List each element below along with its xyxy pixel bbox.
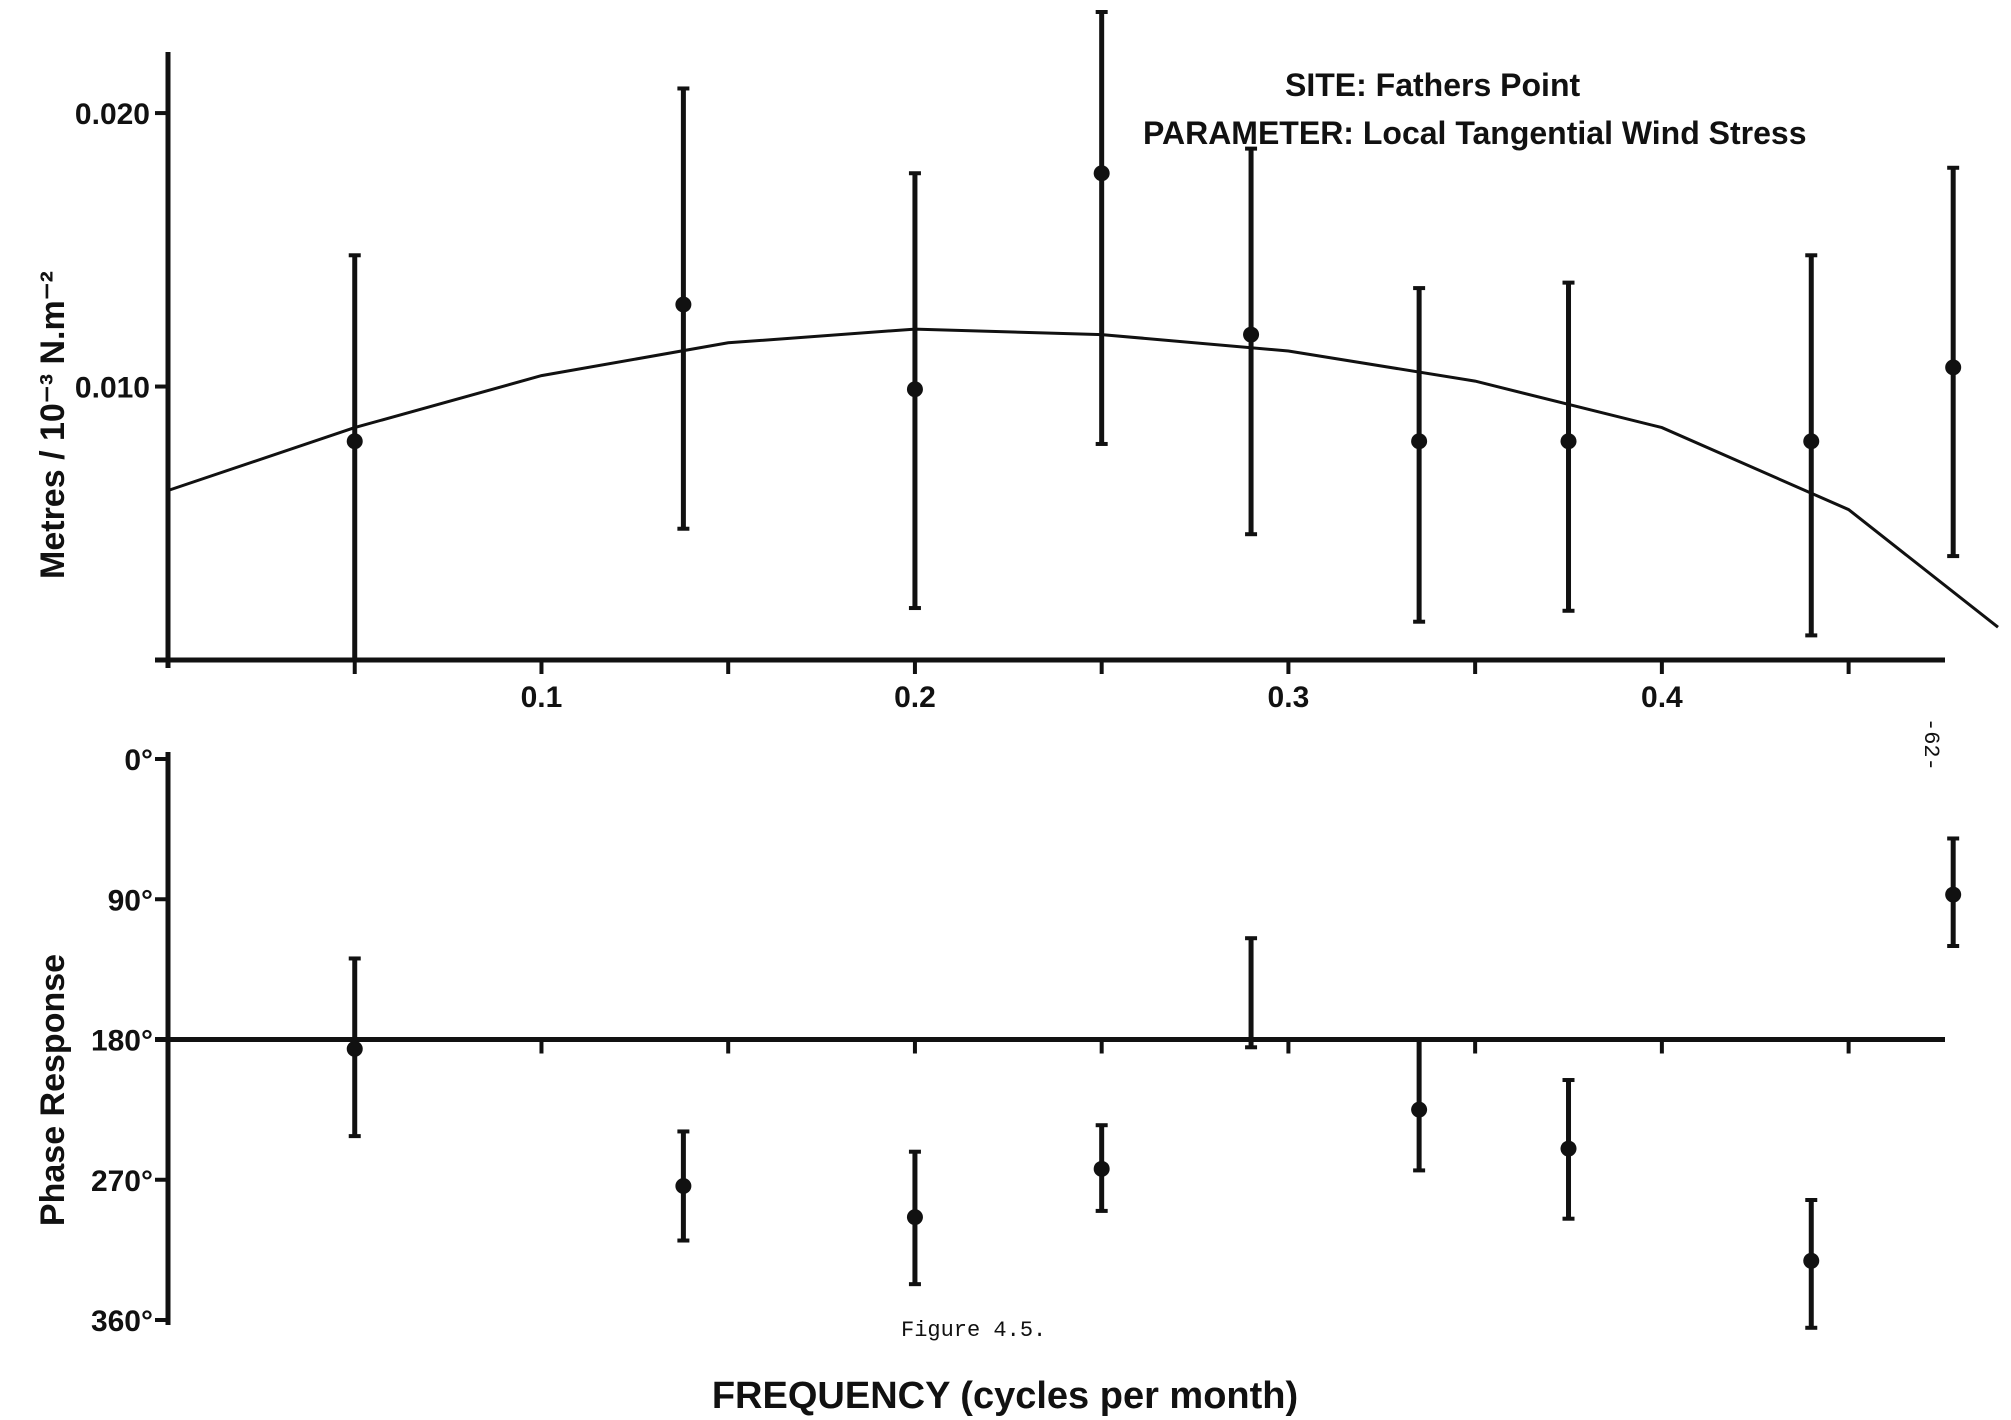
phase-point [1803, 1198, 1820, 1330]
amplitude-marker [1093, 165, 1110, 182]
phase-marker [1093, 1160, 1110, 1177]
amplitude-point [1411, 286, 1428, 624]
phase-marker [906, 1209, 923, 1226]
amplitude-point [1560, 280, 1577, 613]
phase-y-tick-label: 90° [108, 884, 153, 917]
phase-y-tick-label: 360° [91, 1305, 153, 1338]
amplitude-x-tick-label: 0.3 [1268, 681, 1310, 714]
phase-axes: 0° 90° 180° 270° 360° [91, 744, 1945, 1338]
phase-panel: 0° 90° 180° 270° 360° Phase Response [34, 744, 1962, 1338]
amplitude-point [1945, 165, 1962, 559]
amplitude-axes: 0.010 0.020 0.1 0.2 0.3 0.4 [75, 52, 1945, 714]
phase-point [1411, 1037, 1428, 1173]
x-axis-label: FREQUENCY (cycles per month) [712, 1375, 1298, 1417]
phase-data-points [346, 836, 1962, 1330]
amplitude-fit-line [167, 327, 1999, 629]
amplitude-point [906, 171, 923, 611]
amplitude-point [1803, 253, 1820, 638]
amplitude-x-tick-label: 0.4 [1641, 681, 1683, 714]
amplitude-marker [1945, 359, 1962, 376]
phase-marker [675, 1177, 692, 1194]
amplitude-data-points [346, 10, 1962, 662]
phase-point [1945, 836, 1962, 948]
amplitude-fitted-curve [167, 327, 1999, 629]
amplitude-panel: 0.010 0.020 0.1 0.2 0.3 0.4 Metres / 10⁻³ N.m… [34, 10, 1999, 714]
phase-marker [1560, 1140, 1577, 1157]
amplitude-point [346, 253, 363, 662]
page-number: -62- [1918, 718, 1943, 771]
phase-y-axis-label: Phase Response [34, 954, 72, 1226]
phase-y-tick-label: 0° [124, 744, 153, 777]
phase-point [1245, 936, 1258, 1050]
site-annotation: SITE: Fathers Point [1285, 67, 1580, 103]
phase-y-tick-label: 180° [91, 1025, 153, 1058]
amplitude-y-axis-label: Metres / 10⁻³ N.m⁻² [34, 271, 72, 579]
amplitude-x-tick-label: 0.1 [521, 681, 563, 714]
amplitude-marker [1411, 433, 1428, 450]
amplitude-x-tick-label: 0.2 [894, 681, 936, 714]
phase-y-tick-label: 270° [91, 1165, 153, 1198]
amplitude-marker [906, 381, 923, 398]
phase-marker [1945, 886, 1962, 903]
phase-point [1560, 1078, 1577, 1221]
phase-point [1093, 1123, 1110, 1213]
amplitude-point [675, 86, 692, 531]
phase-marker [1803, 1252, 1820, 1269]
amplitude-marker [346, 433, 363, 450]
phase-point [346, 956, 363, 1139]
amplitude-marker [1803, 433, 1820, 450]
amplitude-y-tick-label: 0.010 [75, 372, 150, 405]
amplitude-marker [1560, 433, 1577, 450]
amplitude-marker [1243, 326, 1260, 343]
phase-point [906, 1149, 923, 1287]
phase-marker [1411, 1101, 1428, 1118]
amplitude-point [1243, 146, 1260, 537]
parameter-annotation: PARAMETER: Local Tangential Wind Stress [1143, 115, 1806, 151]
figure-caption: Figure 4.5. [901, 1318, 1046, 1343]
amplitude-y-tick-label: 0.020 [75, 98, 150, 131]
amplitude-marker [675, 296, 692, 313]
amplitude-point [1093, 10, 1110, 446]
phase-point [675, 1129, 692, 1243]
phase-marker [346, 1040, 363, 1057]
